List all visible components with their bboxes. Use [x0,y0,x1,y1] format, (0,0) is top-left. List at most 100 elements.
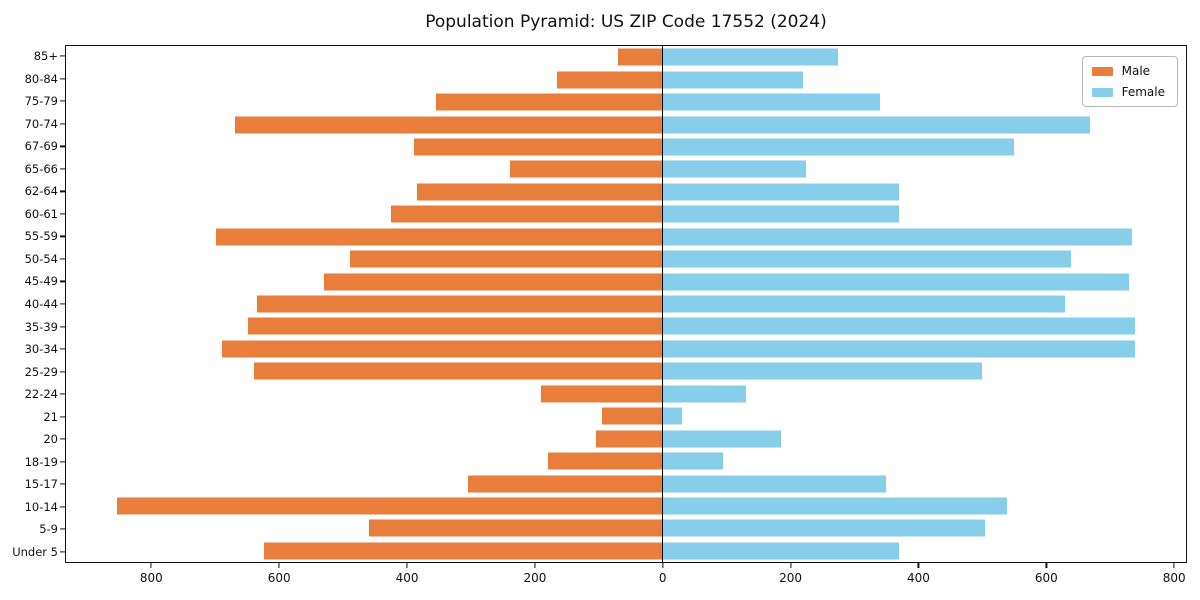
legend-entry-male: Male [1091,64,1165,78]
y-tick-label: 62-64 [24,184,58,199]
age-row-15-17 [66,472,1186,494]
y-tick-label: 20 [43,432,58,447]
male-bar [117,497,663,515]
female-bar [662,71,804,89]
age-row-22-24 [66,383,1186,405]
x-tick-label: 400 [395,571,419,585]
female-bar [662,340,1135,358]
female-bar [662,116,1091,134]
x-tick-label: 800 [139,571,163,585]
female-bar [662,138,1014,156]
male-bar [595,430,663,448]
y-tick-mark [60,506,65,508]
y-tick-label: 5-9 [39,522,58,537]
x-axis: 800 600 400 200 0 200 400 600 800 [65,563,1187,593]
male-bar [324,273,663,291]
y-tick-mark [60,370,65,373]
female-bar [662,452,724,470]
legend-male-label: Male [1121,64,1151,78]
chart-title: Population Pyramid: US ZIP Code 17552 (2… [425,12,827,32]
male-bar [413,138,663,156]
age-row-50-54 [66,248,1186,270]
bar-rows [66,46,1186,562]
x-tick-mark [534,563,536,568]
male-bar [541,385,663,403]
x-tick-mark [278,563,280,568]
y-tick-label: 85+ [33,49,58,64]
y-tick-label: 80-84 [24,71,58,86]
y-tick-label: Under 5 [12,544,58,559]
male-swatch-icon [1091,66,1113,76]
age-row-5-9 [66,517,1186,539]
male-bar [222,340,663,358]
y-tick-mark [60,145,65,147]
legend-entry-female: Female [1091,85,1165,99]
female-bar [662,497,1008,515]
age-row-18-19 [66,450,1186,472]
female-swatch-icon [1091,87,1113,97]
y-tick-label: 30-34 [24,342,58,357]
y-tick-label: 65-66 [24,161,58,176]
male-bar [557,71,663,89]
female-bar [662,160,807,178]
age-row-60-61 [66,203,1186,225]
female-bar [662,48,839,66]
age-row-55-59 [66,226,1186,248]
y-tick-label: 40-44 [24,297,58,311]
male-bar [547,452,663,470]
female-bar [662,295,1065,313]
female-bar [662,228,1132,246]
age-row-62-64 [66,181,1186,203]
age-row-67-69 [66,136,1186,158]
age-row-under-5 [66,540,1186,562]
x-tick-mark [1173,563,1175,568]
x-tick-mark [917,563,920,568]
age-row-20 [66,427,1186,449]
y-tick-mark [60,303,65,305]
age-row-25-29 [66,360,1186,382]
male-bar [618,48,663,66]
y-tick-label: 25-29 [24,364,58,379]
y-tick-label: 75-79 [24,94,58,109]
female-bar [662,385,746,403]
x-tick-label: 0 [658,571,667,585]
x-tick-label: 400 [907,571,930,585]
x-tick-mark [150,563,152,568]
y-tick-mark [60,258,65,260]
male-bar [350,250,663,268]
y-tick-mark [60,235,65,238]
y-tick-mark [60,483,65,485]
age-row-35-39 [66,315,1186,337]
age-row-85+ [66,46,1186,68]
y-tick-mark [60,55,65,57]
x-tick-label: 800 [1162,571,1186,585]
male-bar [247,317,663,335]
y-tick-label: 60-61 [24,206,58,221]
female-bar [662,407,682,425]
female-bar [662,205,899,223]
zero-axis-line [661,46,664,562]
age-row-75-79 [66,91,1186,113]
y-tick-label: 45-49 [24,274,58,289]
male-bar [235,116,663,134]
y-tick-mark [60,528,65,530]
y-tick-mark [60,280,65,283]
age-row-30-34 [66,338,1186,360]
age-row-65-66 [66,158,1186,180]
y-tick-mark [60,348,65,350]
x-tick-mark [662,563,664,568]
female-bar [662,475,887,493]
legend-female-label: Female [1121,85,1165,99]
x-tick-mark [1045,563,1047,568]
female-bar [662,519,985,537]
y-tick-mark [60,393,65,395]
x-tick-mark [406,563,408,568]
y-tick-mark [60,190,65,192]
y-axis-labels: 85+ 80-84 75-79 70-74 67-69 65-66 62-64 60-61 55… [0,45,65,563]
y-tick-label: 18-19 [24,454,58,469]
y-tick-mark [60,551,65,553]
age-row-21 [66,405,1186,427]
x-tick-mark [790,563,792,568]
male-bar [263,542,663,560]
x-tick-label: 200 [779,571,803,585]
